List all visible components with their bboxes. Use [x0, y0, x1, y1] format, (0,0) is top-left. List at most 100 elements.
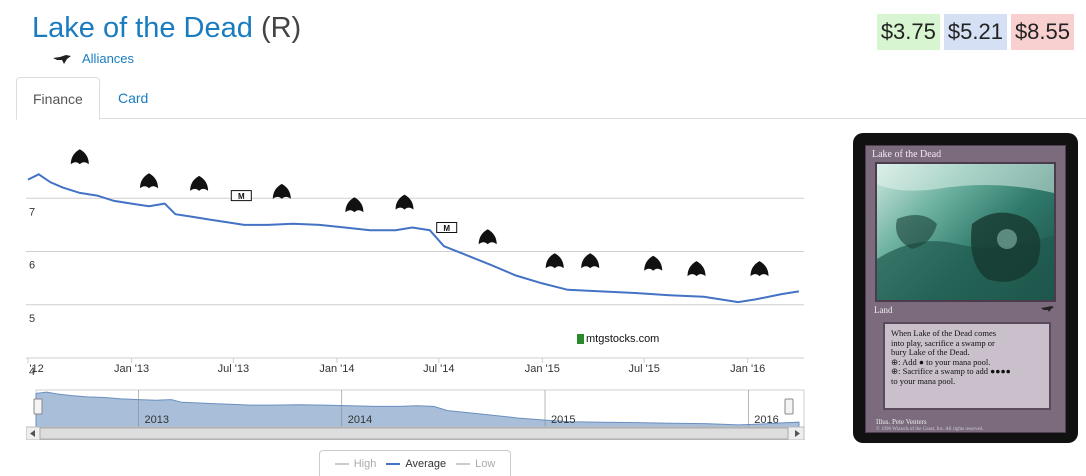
x-tick-label: Jul '15 [628, 363, 659, 375]
card-image: Lake of the Dead Land When Lake of the D… [853, 133, 1078, 443]
legend-item-low[interactable]: Low [456, 458, 495, 470]
x-tick-label: Jan '13 [114, 363, 149, 375]
scroll-right-arrow-icon[interactable] [795, 430, 800, 437]
card-rarity: (R) [260, 12, 302, 44]
data-point [79, 192, 81, 194]
y-tick-label: 4 [29, 366, 35, 378]
x-tick-label: Jan '14 [319, 363, 354, 375]
data-point [668, 294, 670, 296]
data-point [292, 223, 294, 225]
price-summary: $3.75 $5.21 $8.55 [876, 14, 1074, 50]
set-link[interactable]: Alliances [82, 51, 135, 66]
set-symbol-icon[interactable] [70, 149, 89, 165]
set-symbol-icon[interactable] [190, 175, 209, 191]
legend-item-high[interactable]: High [334, 458, 376, 470]
data-point [515, 274, 517, 276]
set-symbol-icon[interactable] [750, 261, 769, 277]
x-tick-label: Jan '15 [525, 363, 560, 375]
data-point [703, 296, 705, 298]
card-image-name: Lake of the Dead [872, 149, 942, 160]
data-point [148, 205, 150, 207]
set-symbol-icon[interactable] [581, 253, 600, 269]
data-point [164, 202, 166, 204]
low-price: $3.75 [876, 14, 940, 50]
x-tick-label: Jan '16 [730, 363, 765, 375]
data-point [226, 221, 228, 223]
x-tick-label: Jul '12 [26, 363, 44, 375]
data-point [344, 226, 346, 228]
legend-item-average[interactable]: Average [386, 458, 446, 470]
watermark: mtgstocks.com [586, 333, 659, 345]
card-frame: Lake of the Dead Land When Lake of the D… [865, 145, 1066, 433]
high-price: $8.55 [1010, 14, 1074, 50]
data-point [62, 186, 64, 188]
m15-set-icon[interactable]: M [436, 222, 458, 234]
card-copyright: © 1996 Wizards of the Coast, Inc. All ri… [876, 427, 984, 432]
scroll-left-arrow-icon[interactable] [30, 430, 35, 437]
m14-set-icon[interactable]: M [230, 190, 252, 202]
data-point [443, 245, 445, 247]
svg-text:M: M [238, 192, 245, 201]
data-point [566, 289, 568, 291]
data-point [600, 290, 602, 292]
data-point [130, 202, 132, 204]
set-symbol-icon[interactable] [478, 229, 497, 245]
tab-card[interactable]: Card [118, 90, 149, 106]
data-point [267, 224, 269, 226]
y-tick-label: 6 [29, 260, 35, 272]
svg-text:M: M [443, 224, 450, 233]
navigator-year-label: 2014 [348, 414, 372, 426]
navigator-year-label: 2015 [551, 414, 575, 426]
card-set-icon [1041, 305, 1055, 315]
data-point [394, 229, 396, 231]
watermark-icon [577, 334, 584, 344]
data-point [318, 224, 320, 226]
navigator-handle-left[interactable] [33, 398, 43, 415]
scrollbar-thumb[interactable] [39, 427, 789, 440]
set-symbol-icon[interactable] [644, 255, 663, 271]
data-point [27, 178, 29, 180]
card-artist: Illus. Pete Venters [876, 418, 927, 426]
data-point [780, 293, 782, 295]
data-point [798, 290, 800, 292]
data-point [49, 181, 51, 183]
data-point [737, 301, 739, 303]
set-symbol-icon[interactable] [345, 197, 364, 213]
card-title: Lake of the Dead (R) [32, 12, 301, 45]
set-symbol-icon[interactable] [687, 261, 706, 277]
chart-legend: High Average Low [319, 450, 511, 476]
data-point [37, 173, 39, 175]
series-line-average [27, 173, 800, 304]
card-name: Lake of the Dead [32, 12, 253, 44]
tab-finance[interactable]: Finance [16, 77, 100, 120]
data-point [541, 282, 543, 284]
data-point [192, 216, 194, 218]
navigator-series [35, 391, 800, 428]
y-tick-label: 5 [29, 313, 35, 325]
y-tick-label: 7 [29, 206, 35, 218]
card-art [875, 162, 1056, 302]
navigator-year-label: 2016 [754, 414, 778, 426]
data-point [113, 200, 115, 202]
navigator-handle-right[interactable] [784, 398, 794, 415]
data-point [209, 218, 211, 220]
x-tick-label: Jul '14 [423, 363, 454, 375]
data-point [96, 194, 98, 196]
data-point [634, 292, 636, 294]
data-point [174, 213, 176, 215]
data-point [369, 229, 371, 231]
set-symbol-icon[interactable] [140, 173, 158, 189]
set-symbol-icon[interactable] [395, 194, 414, 210]
set-symbol-icon[interactable] [545, 253, 564, 269]
set-symbol-icon[interactable] [272, 183, 291, 199]
set-line: Alliances [52, 51, 134, 66]
navigator-year-label: 2013 [144, 414, 168, 426]
average-price: $5.21 [943, 14, 1007, 50]
card-rules-text: When Lake of the Dead comes into play, s… [883, 322, 1051, 410]
x-tick-label: Jul '13 [218, 363, 249, 375]
data-point [489, 264, 491, 266]
data-point [754, 298, 756, 300]
data-point [429, 229, 431, 231]
